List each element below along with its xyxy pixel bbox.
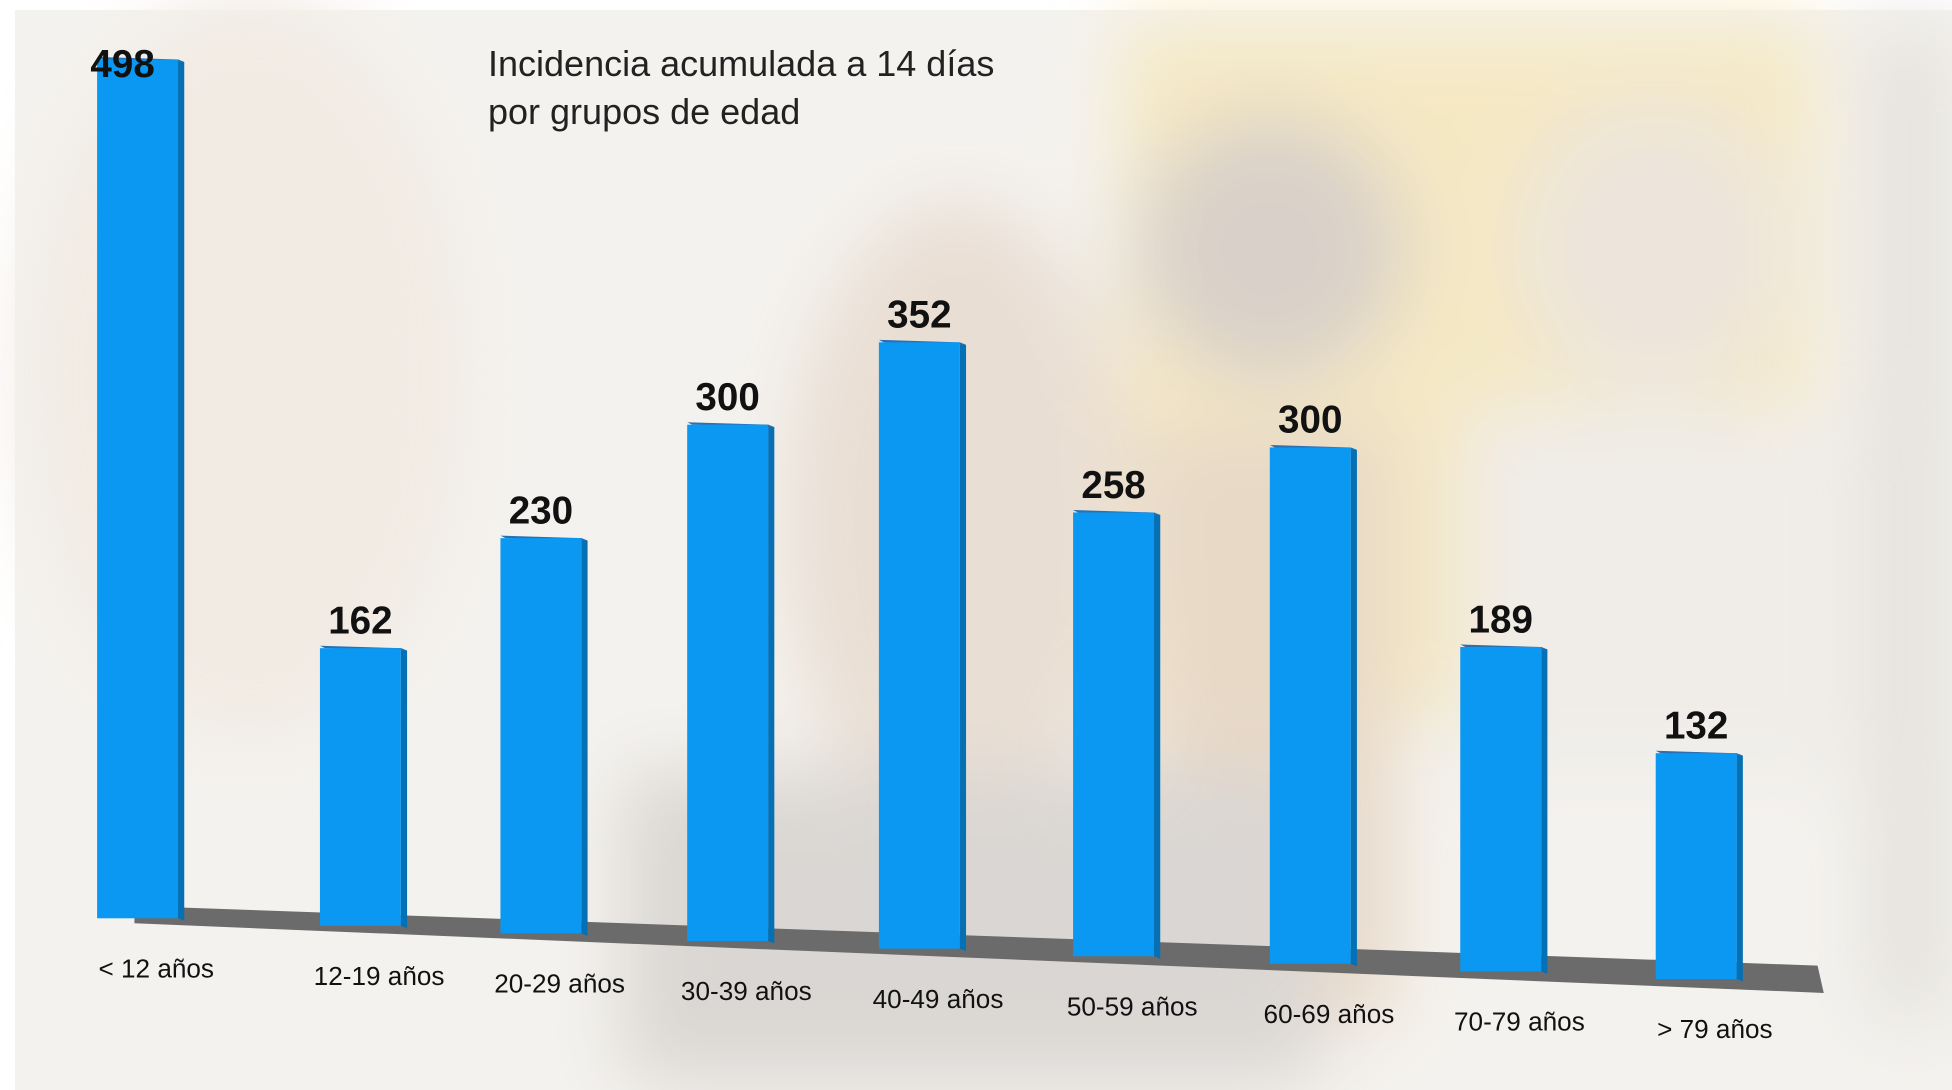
value-label: 162: [328, 599, 392, 642]
bar: [1655, 753, 1737, 980]
x-tick-label: < 12 años: [98, 953, 214, 983]
bars: 498 < 12 años 162 12-19 años 230 20-29 años 30…: [90, 43, 1772, 1044]
bar-side: [581, 538, 588, 936]
bar-side: [768, 424, 775, 944]
x-tick-label: 30-39 años: [681, 976, 812, 1006]
bar: [1269, 447, 1351, 964]
bar-side: [1154, 512, 1161, 959]
x-tick-label: 70-79 años: [1454, 1007, 1585, 1037]
bar-side: [178, 59, 185, 921]
x-tick-label: 40-49 años: [873, 984, 1004, 1014]
value-label: 300: [695, 376, 759, 419]
bar: [500, 538, 582, 934]
bar-side: [1350, 447, 1357, 967]
bar-side: [400, 648, 408, 929]
value-label: 189: [1469, 598, 1533, 641]
value-label: 258: [1081, 464, 1145, 507]
bar-side: [1736, 753, 1743, 982]
x-tick-label: 12-19 años: [314, 961, 445, 991]
x-tick-label: > 79 años: [1657, 1014, 1773, 1044]
value-label: 230: [509, 489, 573, 532]
bar: [878, 342, 960, 949]
x-tick-label: 20-29 años: [494, 969, 625, 999]
value-label: 498: [90, 43, 154, 86]
value-label: 352: [887, 294, 951, 337]
value-label: 132: [1664, 705, 1728, 748]
bar: [1460, 647, 1542, 972]
bar: [97, 59, 179, 919]
bar: [687, 424, 769, 942]
chart-title: Incidencia acumulada a 14 días por grupo…: [488, 43, 995, 132]
bar-side: [959, 342, 967, 952]
x-tick-label: 50-59 años: [1067, 991, 1198, 1021]
bar: [319, 648, 401, 926]
bar-side: [1541, 647, 1548, 974]
x-tick-label: 60-69 años: [1264, 999, 1395, 1029]
bar: [1073, 512, 1155, 957]
value-label: 300: [1278, 399, 1342, 442]
